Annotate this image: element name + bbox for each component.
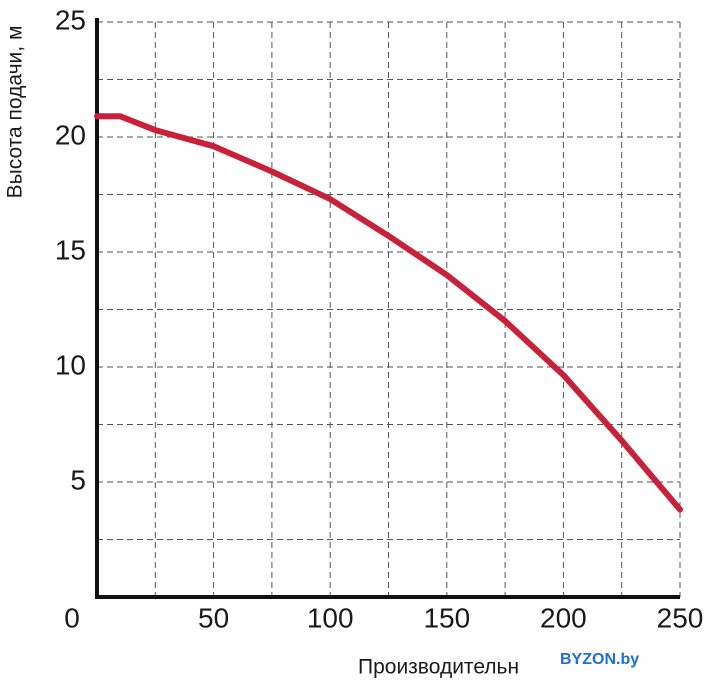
x-tick-label: 50 [198,602,229,633]
x-tick-label: 100 [307,602,354,633]
y-axis-label: Высота подачи, м [4,26,27,199]
origin-label: 0 [64,602,80,633]
curve [94,113,683,513]
y-tick-label: 5 [70,464,86,495]
y-tick-label: 15 [55,234,86,265]
y-tick-label: 10 [55,349,86,380]
y-tick-label: 20 [55,119,86,150]
x-tick-label: 150 [423,602,470,633]
x-tick-label: 250 [657,602,704,633]
x-tick-label: 200 [540,602,587,633]
y-tick-label: 25 [55,4,86,35]
watermark: BYZON.by [560,651,639,668]
x-axis-label: Производительн [358,656,519,679]
